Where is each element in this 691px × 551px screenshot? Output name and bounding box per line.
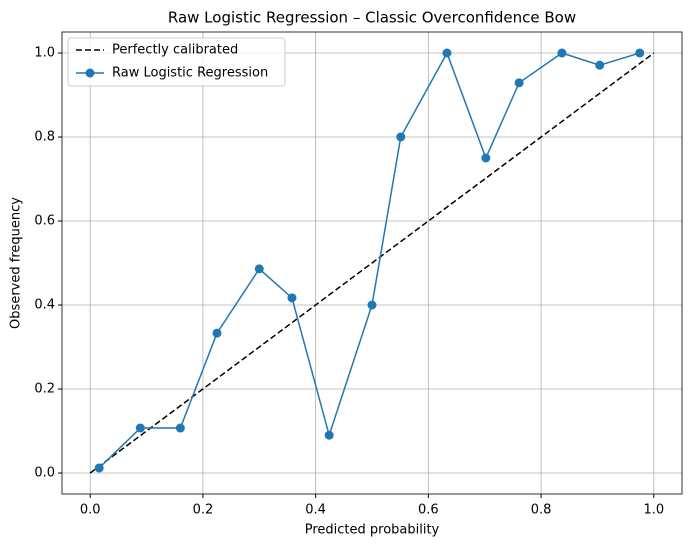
data-point — [557, 48, 567, 58]
y-tick-label: 0.4 — [34, 298, 55, 313]
data-point — [595, 60, 605, 70]
y-tick-label: 0.0 — [34, 466, 55, 481]
x-tick-label: 1.0 — [643, 503, 664, 518]
legend-label: Raw Logistic Regression — [112, 66, 268, 81]
data-point — [635, 48, 645, 58]
data-point — [514, 78, 524, 88]
y-tick-label: 0.2 — [34, 382, 55, 397]
data-point — [367, 300, 377, 310]
legend-marker — [85, 68, 95, 78]
legend-box — [67, 37, 286, 87]
y-tick-label: 0.6 — [34, 214, 55, 229]
data-point — [396, 132, 406, 142]
y-tick-label: 1.0 — [34, 46, 55, 61]
x-tick-label: 0.2 — [193, 503, 214, 518]
data-point — [287, 293, 297, 303]
series-line — [89, 52, 655, 474]
data-point — [135, 423, 145, 433]
data-point — [254, 264, 264, 274]
legend-label: Perfectly calibrated — [112, 43, 238, 58]
plot-frame — [61, 31, 683, 495]
data-point — [481, 153, 491, 163]
data-point — [442, 48, 452, 58]
x-tick-label: 0.6 — [418, 503, 439, 518]
chart-title: Raw Logistic Regression – Classic Overco… — [168, 9, 576, 27]
data-point — [212, 328, 222, 338]
data-point — [94, 463, 104, 473]
y-tick-label: 0.8 — [34, 130, 55, 145]
data-point — [324, 430, 334, 440]
data-point — [175, 423, 185, 433]
x-tick-label: 0.4 — [305, 503, 326, 518]
x-tick-label: 0.8 — [531, 503, 552, 518]
y-axis-label: Observed frequency — [9, 197, 24, 329]
x-tick-label: 0.0 — [80, 503, 101, 518]
x-axis-label: Predicted probability — [305, 523, 440, 538]
